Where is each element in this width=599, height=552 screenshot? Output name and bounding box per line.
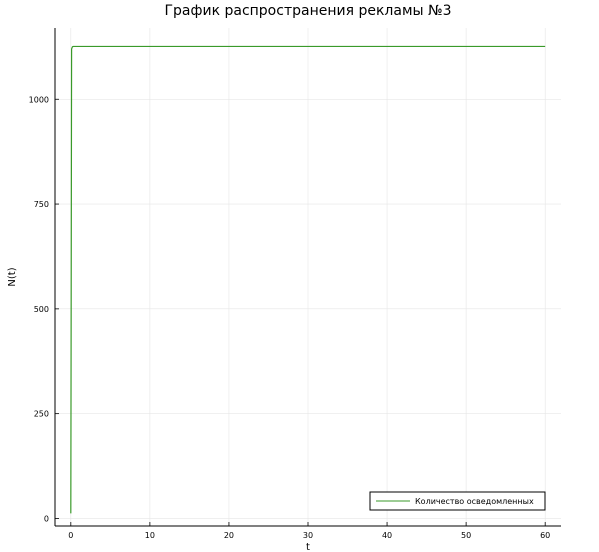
x-tick-label: 0 <box>68 531 73 540</box>
grid <box>55 28 561 526</box>
y-tick-label: 0 <box>44 514 49 523</box>
x-axis-label: t <box>306 542 310 552</box>
x-tick-label: 60 <box>540 531 550 540</box>
x-tick-label: 40 <box>382 531 392 540</box>
series <box>70 45 546 514</box>
x-tick-label: 30 <box>303 531 313 540</box>
legend-entry-label: Количество осведомленных <box>415 497 534 506</box>
x-ticks: 0 10 20 30 40 50 60 <box>68 522 550 540</box>
y-tick-label: 750 <box>34 200 49 209</box>
legend: Количество осведомленных <box>369 491 546 511</box>
x-tick-label: 10 <box>145 531 155 540</box>
series-line <box>70 45 546 514</box>
y-axis-label: N(t) <box>7 267 18 286</box>
y-tick-label: 250 <box>34 410 49 419</box>
chart-title: График распространения рекламы №3 <box>165 3 452 19</box>
legend-box <box>369 491 546 511</box>
y-ticks: 0 250 500 750 1000 <box>29 95 59 523</box>
y-tick-label: 500 <box>34 305 49 314</box>
y-tick-label: 1000 <box>29 95 49 104</box>
x-tick-label: 20 <box>224 531 234 540</box>
x-tick-label: 50 <box>461 531 471 540</box>
